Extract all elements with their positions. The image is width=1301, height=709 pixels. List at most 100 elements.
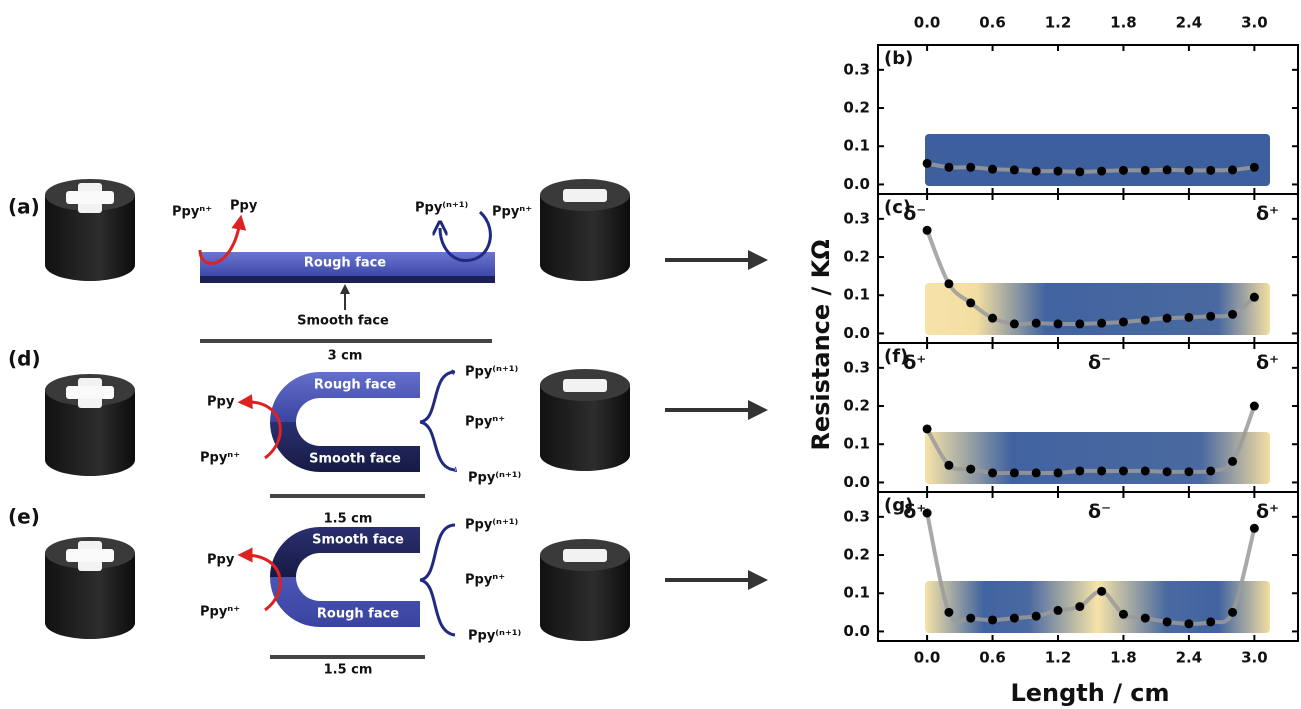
annotation: δ⁺: [1256, 501, 1279, 523]
data-point: [1163, 467, 1172, 476]
y-tick-label: 0.0: [843, 324, 870, 342]
face-label: Smooth face: [312, 533, 404, 548]
data-point: [988, 165, 997, 174]
data-point: [966, 465, 975, 474]
data-point: [1010, 165, 1019, 174]
data-point: [923, 159, 932, 168]
highlight-band: [925, 134, 1270, 186]
data-point: [1141, 166, 1150, 175]
x-tick-label: 3.0: [1241, 14, 1268, 32]
annotation: δ⁺: [1256, 203, 1279, 225]
data-point: [1054, 167, 1063, 176]
minus-sign: [563, 549, 607, 562]
data-point: [1010, 614, 1019, 623]
data-point: [1097, 319, 1106, 328]
film-base: [200, 276, 495, 283]
data-point: [1097, 167, 1106, 176]
data-point: [1141, 316, 1150, 325]
data-point: [1228, 165, 1237, 174]
face-label: Smooth face: [297, 314, 389, 329]
data-point: [1206, 466, 1215, 475]
data-point: [1054, 468, 1063, 477]
data-point: [1032, 468, 1041, 477]
y-tick-label: 0.0: [843, 622, 870, 640]
y-tick-label: 0.3: [843, 358, 870, 376]
data-point: [1032, 319, 1041, 328]
data-point: [1184, 166, 1193, 175]
data-point: [1054, 606, 1063, 615]
y-tick-label: 0.3: [843, 60, 870, 78]
data-point: [1228, 310, 1237, 319]
ion-label: Ppy⁽ⁿ⁺¹⁾: [465, 518, 519, 533]
y-tick-label: 0.3: [843, 209, 870, 227]
x-tick-label: 0.0: [914, 14, 941, 32]
data-point: [1010, 468, 1019, 477]
data-point: [1228, 457, 1237, 466]
data-point: [1075, 466, 1084, 475]
data-point: [1250, 163, 1259, 172]
ion-label: Ppy⁽ⁿ⁺¹⁾: [468, 629, 522, 644]
ion-label: Ppy⁽ⁿ⁺¹⁾: [468, 471, 522, 486]
x-axis-title: Length / cm: [1010, 679, 1169, 707]
data-point: [944, 279, 953, 288]
data-point: [1075, 167, 1084, 176]
data-point: [1206, 312, 1215, 321]
data-point: [1184, 313, 1193, 322]
data-point: [1097, 466, 1106, 475]
ion-label: Ppy⁽ⁿ⁺¹⁾: [465, 365, 519, 380]
data-point: [1075, 319, 1084, 328]
figure: (a) Rough face Smooth face 3 cm Ppyⁿ⁺ Pp…: [0, 0, 1301, 709]
y-tick-label: 0.2: [843, 99, 870, 117]
data-point: [1032, 167, 1041, 176]
annotation: δ⁺: [903, 501, 926, 523]
annotation: δ⁺: [903, 352, 926, 374]
scale-label: 1.5 cm: [324, 512, 373, 527]
ion-arrow: [420, 525, 455, 635]
data-point: [1141, 466, 1150, 475]
y-tick-label: 0.2: [843, 248, 870, 266]
highlight-band: [925, 581, 1270, 633]
x-tick-label: 3.0: [1241, 649, 1268, 667]
y-tick-label: 0.1: [843, 286, 870, 304]
data-point: [1250, 402, 1259, 411]
data-point: [1097, 587, 1106, 596]
data-point: [1250, 293, 1259, 302]
ion-label: Ppy: [207, 553, 235, 568]
data-point: [988, 615, 997, 624]
data-point: [1075, 602, 1084, 611]
minus-sign: [563, 379, 607, 392]
panel-label: (d): [8, 347, 41, 371]
data-point: [1206, 617, 1215, 626]
x-tick-label: 0.0: [914, 649, 941, 667]
annotation: δ⁻: [1088, 501, 1111, 523]
data-point: [1250, 524, 1259, 533]
data-point: [923, 226, 932, 235]
data-point: [966, 163, 975, 172]
data-point: [1010, 319, 1019, 328]
data-point: [923, 424, 932, 433]
y-tick-label: 0.1: [843, 435, 870, 453]
data-point: [944, 608, 953, 617]
data-point: [1119, 466, 1128, 475]
x-tick-label: 0.6: [979, 649, 1006, 667]
data-point: [1141, 614, 1150, 623]
x-tick-label: 2.4: [1176, 649, 1203, 667]
data-point: [1184, 619, 1193, 628]
data-point: [1163, 165, 1172, 174]
scale-label: 3 cm: [328, 349, 363, 364]
y-tick-label: 0.3: [843, 507, 870, 525]
y-tick-label: 0.2: [843, 397, 870, 415]
x-tick-label: 1.8: [1110, 14, 1137, 32]
ion-label: Ppy: [207, 395, 235, 410]
data-point: [966, 298, 975, 307]
face-label: Rough face: [304, 256, 386, 271]
data-point: [966, 614, 975, 623]
x-tick-label: 2.4: [1176, 14, 1203, 32]
x-tick-label: 0.6: [979, 14, 1006, 32]
minus-sign: [563, 189, 607, 202]
y-axis-title: Resistance / KΩ: [807, 239, 835, 450]
chart-title: (b): [884, 48, 913, 69]
face-label: Smooth face: [309, 452, 401, 467]
annotation: δ⁻: [1088, 352, 1111, 374]
panel-label: (a): [8, 195, 40, 219]
